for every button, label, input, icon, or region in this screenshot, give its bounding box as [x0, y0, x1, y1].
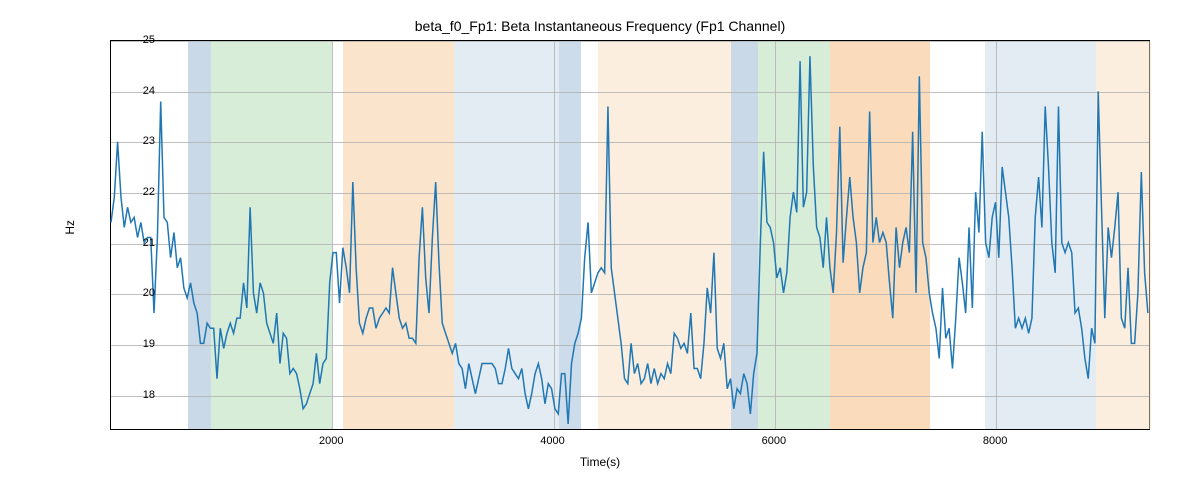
chart-title: beta_f0_Fp1: Beta Instantaneous Frequenc…: [0, 18, 1200, 34]
data-line: [111, 41, 1149, 429]
y-tick-label: 25: [143, 34, 155, 46]
plot-border: [110, 40, 1150, 430]
y-tick-label: 23: [143, 135, 155, 147]
x-tick-label: 2000: [319, 435, 343, 447]
y-tick-label: 22: [143, 186, 155, 198]
y-tick-label: 24: [143, 85, 155, 97]
y-tick-label: 18: [143, 389, 155, 401]
y-tick-label: 21: [143, 237, 155, 249]
plot-area: [110, 40, 1150, 430]
y-tick-label: 19: [143, 338, 155, 350]
x-tick-label: 6000: [762, 435, 786, 447]
x-tick-label: 4000: [540, 435, 564, 447]
y-tick-label: 20: [143, 287, 155, 299]
x-tick-label: 8000: [983, 435, 1007, 447]
y-axis-label: Hz: [63, 220, 77, 235]
x-axis-label: Time(s): [0, 455, 1200, 469]
